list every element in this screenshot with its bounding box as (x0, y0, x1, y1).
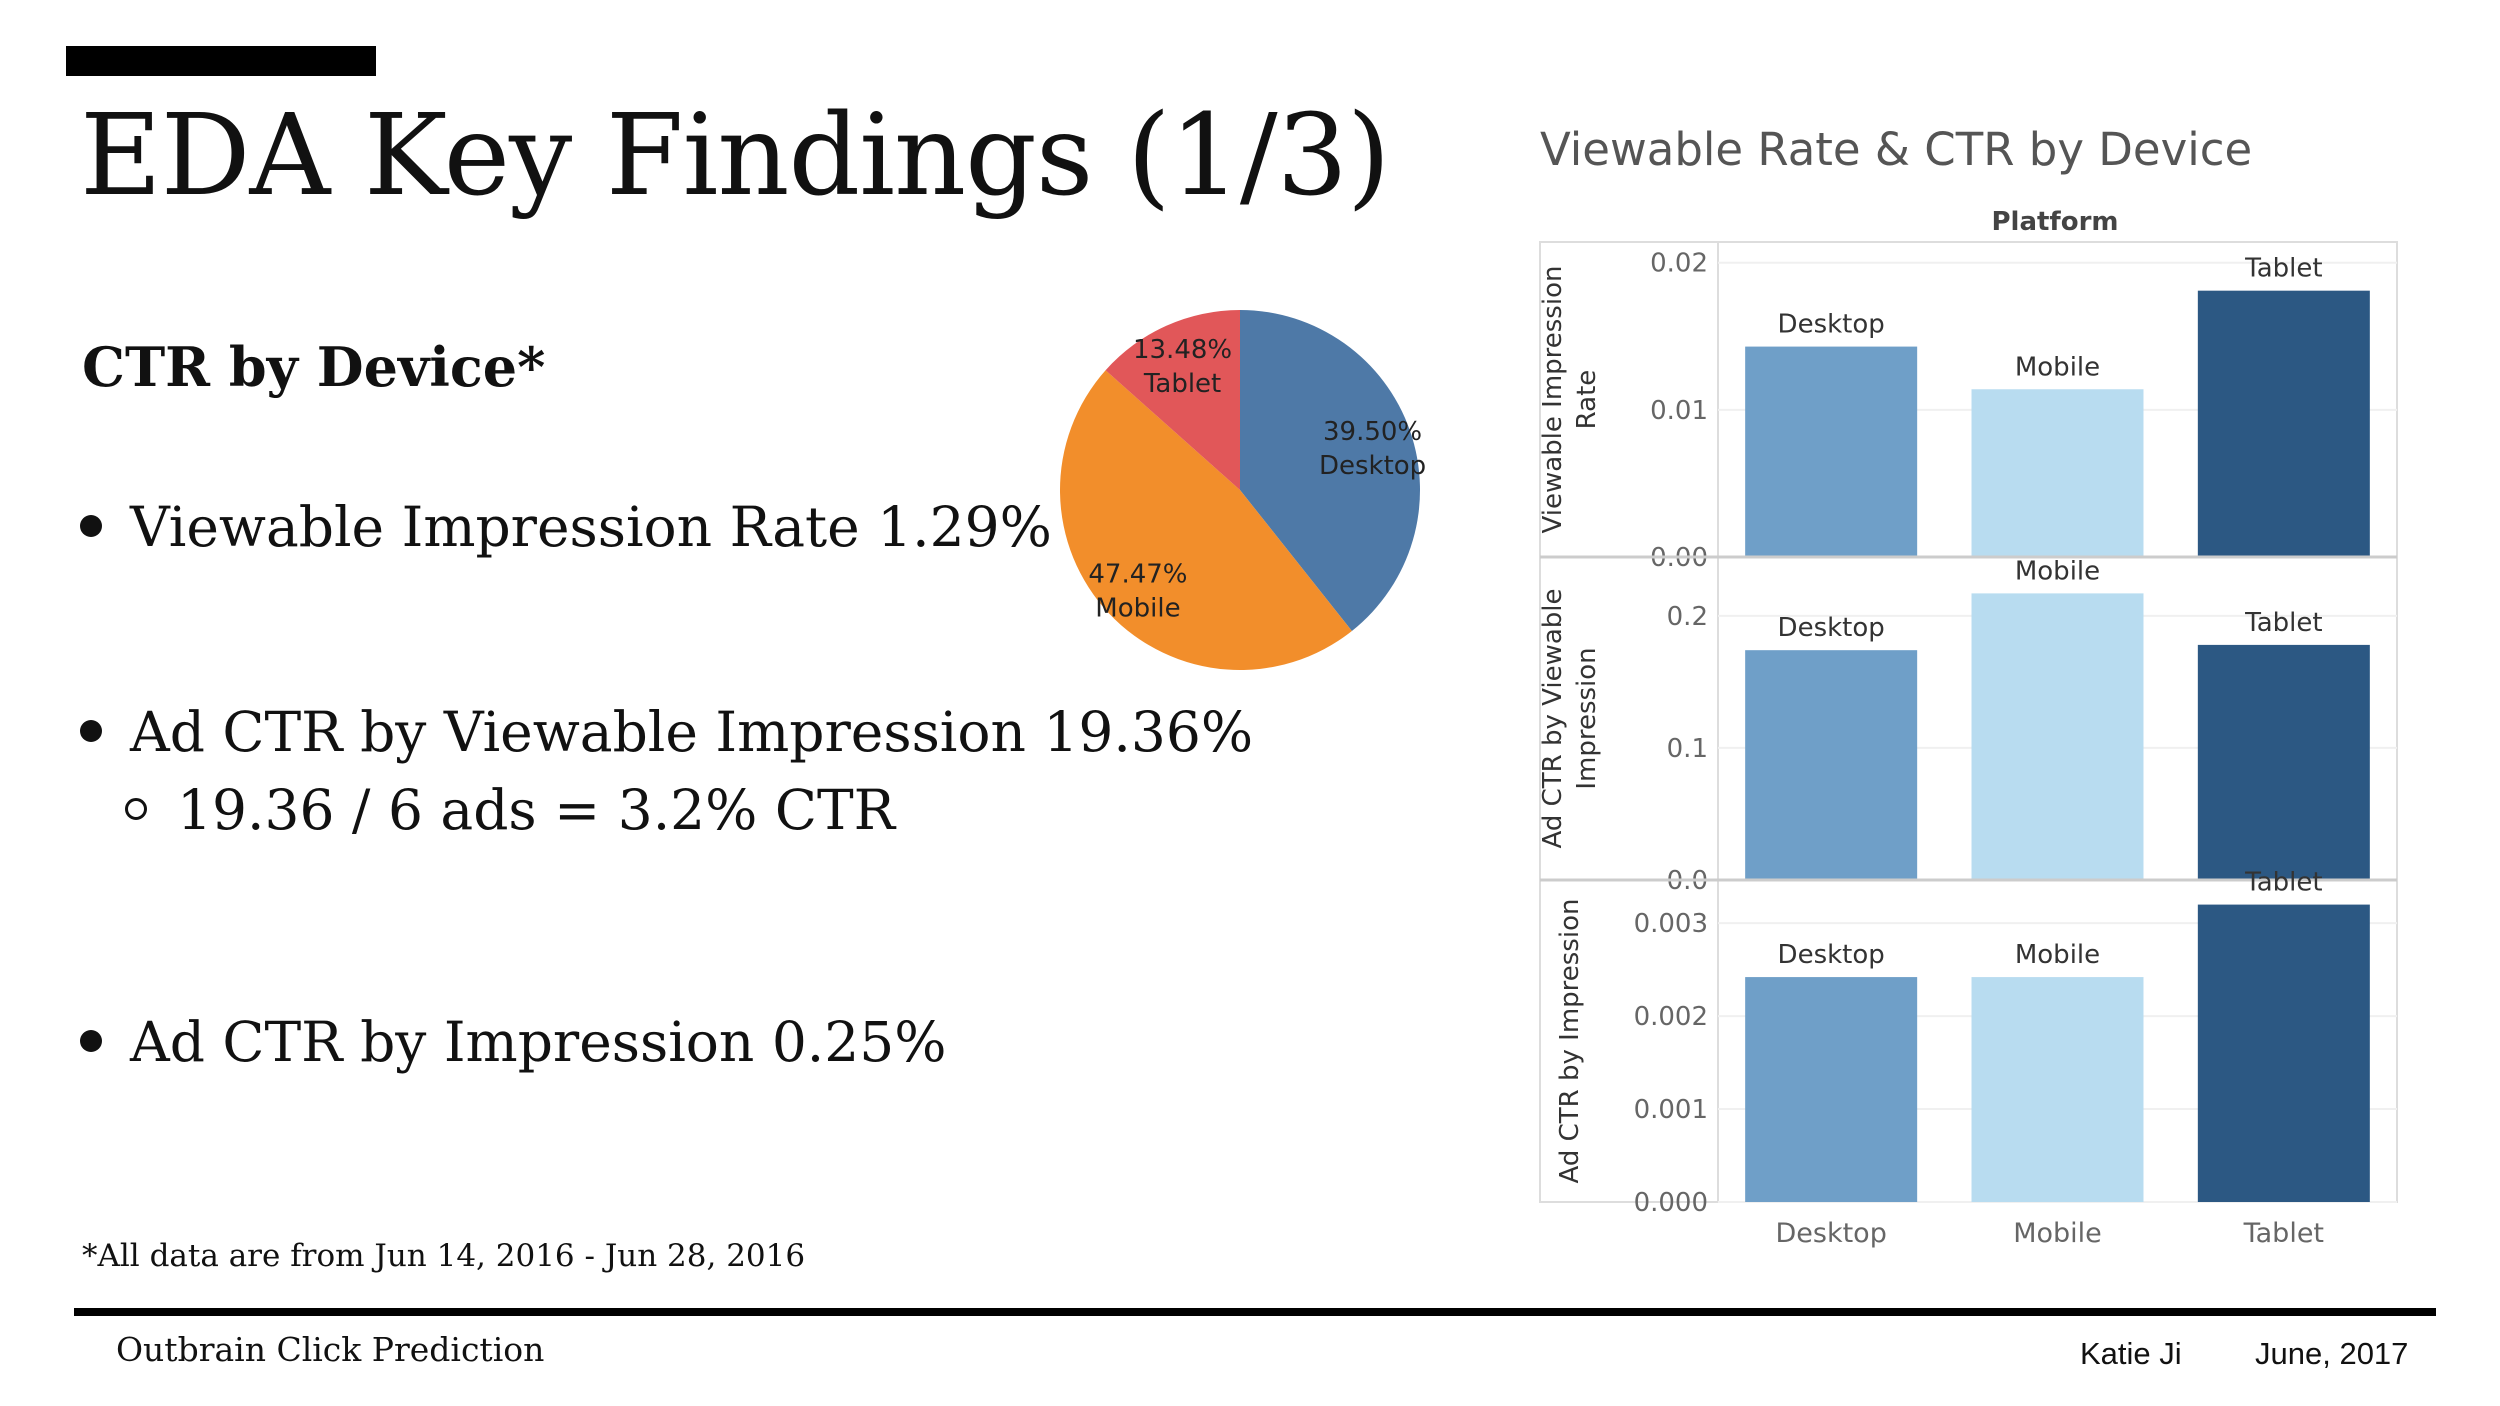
y-tick-label: 0.02 (1650, 249, 1708, 279)
y-axis-title: Ad CTR by Impression (1555, 899, 1585, 1184)
bar-label: Mobile (2015, 940, 2100, 970)
bar-tablet (2197, 290, 2370, 557)
pie-slice-desktop (1240, 310, 1420, 631)
pie-slice-mobile (1059, 370, 1352, 671)
bar-chart: Viewable Rate & CTR by Device Platform 0.0… (1538, 123, 2398, 1249)
x-category-label: Tablet (2243, 1218, 2324, 1249)
bar-desktop (1745, 650, 1918, 880)
bar-mobile (1971, 593, 2144, 880)
footer-project-name: Outbrain Click Prediction (116, 1330, 545, 1369)
footer-date: June, 2017 (2255, 1336, 2409, 1371)
pie-slice-tablet (1105, 310, 1240, 490)
y-tick-label: 0.002 (1634, 1002, 1708, 1032)
pie-category-label: Mobile (1095, 593, 1180, 623)
pie-percent-label: 47.47% (1088, 559, 1187, 589)
bar-desktop (1745, 346, 1918, 557)
y-tick-label: 0.01 (1650, 396, 1708, 426)
bullet-dot-icon (80, 1030, 102, 1052)
bar-mobile (1971, 389, 2144, 557)
x-category-label: Mobile (2013, 1218, 2102, 1249)
bullet-text: Ad CTR by Viewable Impression 19.36% (130, 700, 1254, 764)
bar-tablet (2197, 644, 2370, 880)
hollow-circle-icon (125, 798, 147, 820)
bar-label: Desktop (1778, 613, 1885, 643)
y-tick-label: 0.001 (1634, 1095, 1708, 1125)
pie-chart: 39.50% Desktop 47.47% Mobile 13.48% Tablet (1059, 310, 1426, 671)
chart-title: Viewable Rate & CTR by Device (1540, 123, 2252, 176)
x-category-label: Desktop (1775, 1218, 1886, 1249)
bullet-dot-icon (80, 720, 102, 742)
footer-divider (74, 1308, 2436, 1316)
y-tick-label: 0.2 (1667, 602, 1708, 632)
bullet-item: Viewable Impression Rate 1.29% (80, 495, 1052, 559)
bar-label: Desktop (1778, 310, 1885, 340)
bar-desktop (1745, 977, 1918, 1202)
bar-label: Tablet (2244, 608, 2322, 638)
bar-label: Tablet (2244, 254, 2322, 284)
bar-label: Mobile (2015, 556, 2100, 586)
sub-bullet-text: 19.36 / 6 ads = 3.2% CTR (177, 778, 896, 842)
bullet-item: Ad CTR by Impression 0.25% (80, 1010, 947, 1074)
y-axis-title: Impression (1572, 647, 1602, 789)
column-header: Platform (1991, 207, 2118, 237)
bullet-text: Ad CTR by Impression 0.25% (130, 1010, 947, 1074)
y-tick-label: 0.003 (1634, 909, 1708, 939)
bar-label: Mobile (2015, 352, 2100, 382)
y-axis-title: Ad CTR by Viewable (1538, 589, 1568, 849)
footnote: *All data are from Jun 14, 2016 - Jun 28… (82, 1238, 806, 1274)
section-heading: CTR by Device* (82, 335, 546, 399)
pie-category-label: Desktop (1319, 451, 1426, 481)
footer-author: Katie Ji (2080, 1336, 2182, 1371)
pie-category-label: Tablet (1143, 369, 1221, 399)
sub-bullet-item: 19.36 / 6 ads = 3.2% CTR (125, 778, 895, 842)
y-axis-title: Viewable Impression (1538, 266, 1568, 534)
page-title: EDA Key Findings (1/3) (80, 91, 1391, 221)
y-tick-label: 0.000 (1634, 1188, 1708, 1218)
bullet-text: Viewable Impression Rate 1.29% (130, 495, 1052, 559)
bullet-item: Ad CTR by Viewable Impression 19.36% (80, 700, 1253, 764)
bar-tablet (2197, 904, 2370, 1202)
bar-mobile (1971, 977, 2144, 1202)
bar-label: Tablet (2244, 868, 2322, 898)
title-accent-bar (66, 46, 376, 76)
bullet-dot-icon (80, 515, 102, 537)
pie-percent-label: 39.50% (1323, 417, 1422, 447)
y-tick-label: 0.1 (1667, 734, 1708, 764)
pie-percent-label: 13.48% (1133, 335, 1232, 365)
bar-label: Desktop (1778, 940, 1885, 970)
y-axis-title: Rate (1572, 370, 1602, 430)
